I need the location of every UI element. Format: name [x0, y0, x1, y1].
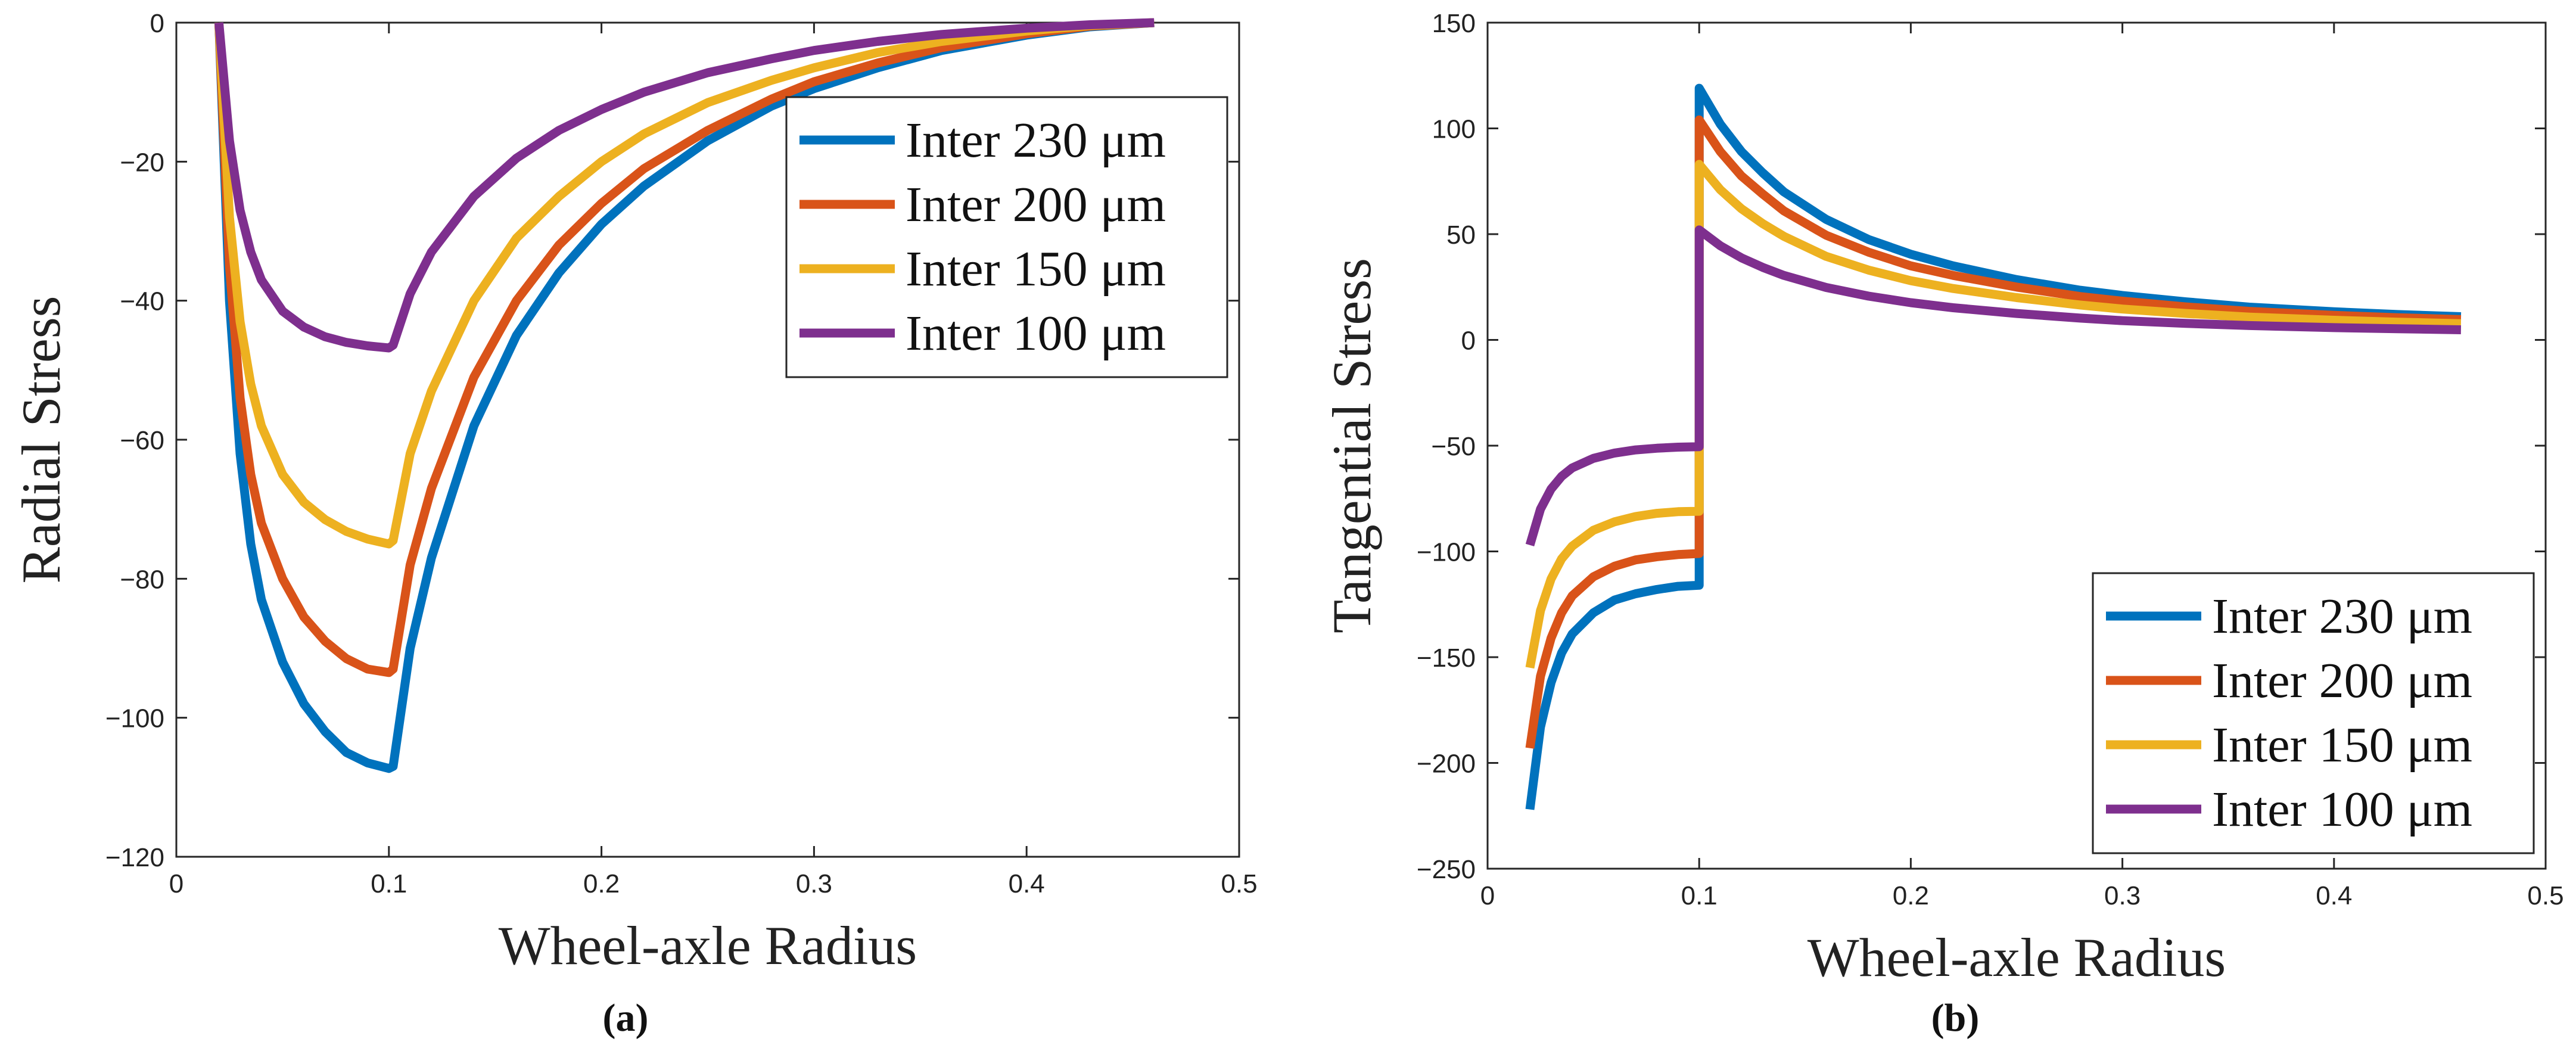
- x-tick-label: 0.2: [1893, 881, 1929, 910]
- panel-b-legend-items: Inter 230 μm Inter 200 μm Inter 150 μm Inte…: [2106, 589, 2472, 837]
- x-tick-label: 0.4: [2316, 881, 2352, 910]
- panel-a-caption: (a): [603, 996, 649, 1040]
- panel-b-ticks: 0 0.1 0.2 0.3 0.4 0.5 150 100 50 0 −50 −100 −150 −200…: [1417, 9, 2564, 910]
- y-tick-label: −150: [1417, 643, 1476, 673]
- x-tick-label: 0.5: [1221, 869, 1257, 898]
- panel-a-x-axis-label: Wheel-axle Radius: [499, 915, 917, 976]
- y-tick-label: −250: [1417, 855, 1476, 884]
- y-tick-label: 0: [1461, 327, 1476, 356]
- legend-label-4: Inter 100 μm: [906, 306, 1166, 361]
- series-line-1: [1525, 83, 2462, 810]
- y-tick-label: −100: [1417, 538, 1476, 567]
- series-line-4: [214, 18, 1155, 353]
- panel-a: 0 0.1 0.2 0.3 0.4 0.5 0 −20 −40 −60 −80 −100 −120 In…: [11, 9, 1258, 1040]
- x-tick-label: 0.1: [371, 869, 407, 898]
- x-tick-label: 0.3: [796, 869, 832, 898]
- legend-label-2: Inter 200 μm: [906, 177, 1166, 232]
- panel-a-legend: Inter 230 μm Inter 200 μm Inter 150 μm Inte…: [785, 96, 1228, 378]
- x-tick-label: 0.4: [1009, 869, 1045, 898]
- y-tick-label: −120: [105, 843, 164, 872]
- legend-label-4: Inter 100 μm: [2212, 782, 2472, 837]
- series-line-1: [214, 18, 1155, 773]
- panel-b-legend: Inter 230 μm Inter 200 μm Inter 150 μm Inte…: [2092, 572, 2535, 854]
- legend-label-2: Inter 200 μm: [2212, 653, 2472, 708]
- panel-b-y-axis-label: Tangential Stress: [1321, 258, 1382, 633]
- series-line-3: [214, 18, 1155, 549]
- x-tick-label: 0.2: [583, 869, 620, 898]
- x-tick-label: 0: [1480, 881, 1495, 910]
- y-tick-label: −40: [120, 287, 164, 316]
- series-line-2: [214, 18, 1155, 677]
- panel-a-series: [214, 18, 1155, 773]
- y-tick-label: −20: [120, 148, 164, 177]
- y-tick-label: 0: [150, 9, 164, 38]
- panel-b-series: [1525, 83, 2462, 810]
- y-tick-label: −100: [105, 704, 164, 733]
- series-line-4: [1525, 225, 2462, 547]
- panel-a-y-axis-label: Radial Stress: [11, 296, 71, 584]
- series-line-2: [1525, 115, 2462, 749]
- panel-a-ticks: 0 0.1 0.2 0.3 0.4 0.5 0 −20 −40 −60 −80 −100 −120: [105, 9, 1258, 898]
- series-line-3: [1525, 160, 2462, 669]
- panel-a-legend-items: Inter 230 μm Inter 200 μm Inter 150 μm Inte…: [799, 113, 1166, 361]
- y-tick-label: 50: [1446, 220, 1476, 250]
- y-tick-label: −200: [1417, 750, 1476, 779]
- x-tick-label: 0: [169, 869, 183, 898]
- y-tick-label: −60: [120, 426, 164, 455]
- y-tick-label: 150: [1432, 9, 1476, 38]
- x-tick-label: 0.5: [2527, 881, 2563, 910]
- x-tick-label: 0.3: [2104, 881, 2141, 910]
- x-tick-label: 0.1: [1681, 881, 1718, 910]
- legend-label-3: Inter 150 μm: [2212, 717, 2472, 773]
- y-tick-label: 100: [1432, 115, 1476, 144]
- legend-label-3: Inter 150 μm: [906, 241, 1166, 297]
- panel-b-x-axis-label: Wheel-axle Radius: [1807, 927, 2226, 988]
- y-tick-label: −80: [120, 565, 164, 594]
- y-tick-label: −50: [1431, 432, 1476, 461]
- panel-b-caption: (b): [1931, 996, 1980, 1040]
- panel-b: 0 0.1 0.2 0.3 0.4 0.5 150 100 50 0 −50 −100 −150 −200…: [1321, 9, 2564, 1040]
- legend-label-1: Inter 230 μm: [2212, 589, 2472, 644]
- legend-label-1: Inter 230 μm: [906, 113, 1166, 168]
